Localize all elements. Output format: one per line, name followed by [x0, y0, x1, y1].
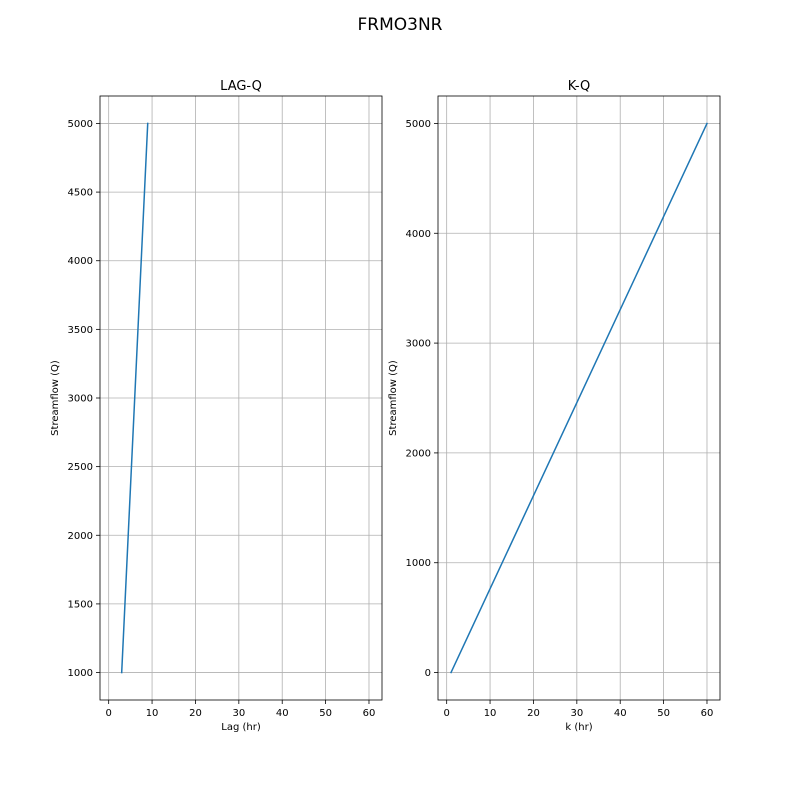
lag-q-y-axis-label: Streamflow (Q): [50, 360, 61, 436]
lag-q-x-tick-label: 30: [232, 708, 245, 719]
lag-q-x-tick-label: 60: [363, 708, 376, 719]
k-q-y-tick-label: 3000: [406, 339, 431, 350]
k-q-axes-frame: [437, 95, 721, 701]
k-q-title: K-Q: [568, 79, 591, 94]
k-q-x-tick-label: 30: [570, 708, 583, 719]
k-q-series-line: [450, 122, 708, 674]
lag-q-x-tick-label: 0: [105, 708, 111, 719]
lag-q-x-axis-label: Lag (hr): [221, 722, 261, 733]
figure-title: FRMO3NR: [358, 15, 443, 35]
k-q-x-tick-label: 10: [484, 708, 497, 719]
lag-q-x-tick-label: 40: [276, 708, 289, 719]
k-q-x-axis-label: k (hr): [565, 722, 592, 733]
k-q-x-tick-label: 20: [527, 708, 540, 719]
k-q-y-tick-label: 2000: [406, 448, 431, 459]
k-q-x-tick-label: 60: [701, 708, 714, 719]
k-q-subplot: K-Q k (hr) Streamflow (Q) 0 10 20 30 40 50 60 0…: [388, 79, 721, 733]
lag-q-series-line: [120, 122, 149, 674]
lag-q-y-tick-label: 4500: [68, 188, 93, 199]
k-q-y-tick-label: 1000: [406, 558, 431, 569]
k-q-y-tick-label: 4000: [406, 229, 431, 240]
k-q-x-tick-label: 0: [443, 708, 449, 719]
lag-q-subplot: LAG-Q Lag (hr) Streamflow (Q) 0 10 20 30 40 5…: [50, 79, 383, 733]
lag-q-y-tick-label: 1000: [68, 668, 93, 679]
k-q-y-tick-label: 0: [425, 668, 431, 679]
lag-q-title: LAG-Q: [220, 79, 262, 94]
lag-q-y-tick-label: 1500: [68, 599, 93, 610]
lag-q-y-tick-label: 2500: [68, 462, 93, 473]
lag-q-y-tick-label: 2000: [68, 531, 93, 542]
lag-q-x-tick-label: 20: [189, 708, 202, 719]
lag-q-y-tick-label: 3500: [68, 325, 93, 336]
lag-q-y-tick-label: 5000: [68, 119, 93, 130]
k-q-x-tick-label: 50: [657, 708, 670, 719]
lag-q-x-tick-label: 10: [146, 708, 159, 719]
lag-q-y-tick-label: 3000: [68, 394, 93, 405]
lag-q-x-tick-label: 50: [319, 708, 332, 719]
k-q-x-tick-label: 40: [614, 708, 627, 719]
k-q-y-axis-label: Streamflow (Q): [388, 360, 399, 436]
k-q-y-tick-label: 5000: [406, 119, 431, 130]
lag-q-y-tick-label: 4000: [68, 256, 93, 267]
